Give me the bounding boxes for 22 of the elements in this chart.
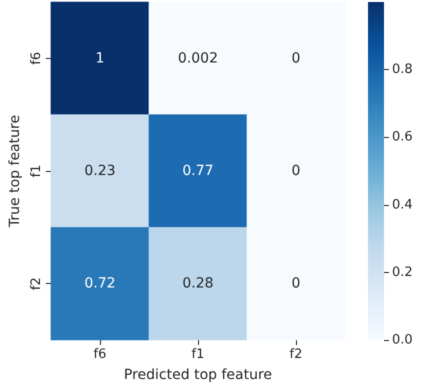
x-tick-label: f6: [93, 347, 106, 362]
data-label: 1: [95, 50, 104, 66]
y-tick-label: f6: [28, 52, 44, 65]
color-bar-label: 0.6: [392, 130, 413, 145]
data-label: 0.72: [84, 276, 116, 292]
y-axis-title: True top feature: [7, 114, 23, 228]
data-label: 0.28: [182, 276, 214, 292]
color-bar-label: 0.8: [392, 62, 413, 78]
color-bar-label: 0.0: [392, 332, 413, 348]
x-tick-label: f2: [290, 347, 302, 362]
data-label: 0: [292, 50, 300, 66]
x-axis-title: Predicted top feature: [124, 367, 272, 383]
data-label: 0.23: [84, 163, 116, 179]
data-label: 0.77: [182, 163, 214, 179]
color-bar-label: 0.4: [392, 197, 413, 212]
y-tick-label: f2: [28, 277, 44, 290]
data-label: 0.002: [178, 50, 218, 66]
data-label: 0: [292, 163, 300, 179]
y-tick-label: f1: [28, 164, 44, 178]
color-bar-label: 0.2: [392, 264, 413, 280]
data-label: 0: [292, 276, 300, 292]
x-tick-label: f1: [192, 347, 204, 362]
